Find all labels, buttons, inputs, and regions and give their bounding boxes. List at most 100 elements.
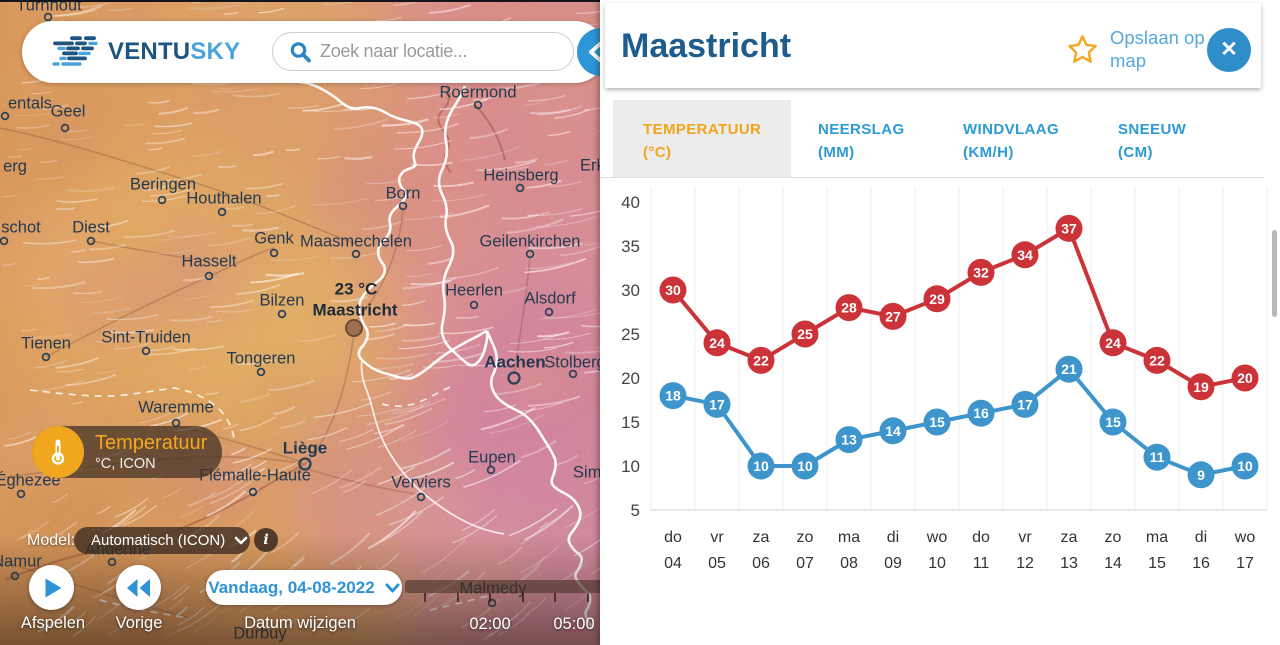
search-input[interactable] bbox=[320, 41, 550, 62]
chart-x-date-label: 10 bbox=[928, 555, 946, 572]
city-dot bbox=[60, 123, 70, 133]
wordmark-secondary: SKY bbox=[190, 38, 241, 65]
chart-point-value: 13 bbox=[841, 432, 857, 448]
chart-x-day-label: do bbox=[972, 529, 990, 546]
chart-x-day-label: zo bbox=[797, 529, 814, 546]
layer-units-model: °C, ICON bbox=[95, 456, 156, 472]
city-dot bbox=[0, 111, 10, 121]
chart-point-min-temperature bbox=[1231, 452, 1259, 480]
chart-x-day-label: di bbox=[887, 529, 899, 546]
chart-x-day-label: za bbox=[753, 529, 770, 546]
city-dot bbox=[248, 487, 258, 497]
chart-point-value: 15 bbox=[929, 414, 945, 430]
timeline-time-label: 05:00 bbox=[553, 615, 595, 633]
chart-point-max-temperature bbox=[659, 276, 687, 304]
tab-snow[interactable]: SNEEUW (CM) bbox=[1118, 121, 1187, 161]
chart-point-min-temperature bbox=[923, 408, 951, 436]
chart-x-date-label: 09 bbox=[884, 555, 902, 572]
chart-point-max-temperature bbox=[879, 302, 907, 330]
chart-y-tick-label: 35 bbox=[621, 237, 640, 256]
chart-y-tick-label: 5 bbox=[631, 501, 640, 520]
city-dot bbox=[256, 367, 266, 377]
chart-x-day-label: vr bbox=[1018, 529, 1032, 546]
weather-map[interactable]: Turnhout entals Geel erg Beringen Houthalen Ro… bbox=[0, 0, 600, 645]
city-dot bbox=[515, 183, 525, 193]
chart-x-date-label: 14 bbox=[1104, 555, 1122, 572]
city-dot bbox=[141, 346, 151, 356]
city-dot bbox=[43, 12, 53, 22]
forecast-tabs: TEMPERATUUR (°C) NEERSLAG (MM) WINDVLAAG… bbox=[600, 100, 1264, 178]
timeline-track[interactable] bbox=[405, 580, 600, 593]
chart-point-max-temperature bbox=[1143, 346, 1171, 374]
city-dot bbox=[469, 300, 479, 310]
city-label: Tienen bbox=[21, 334, 71, 352]
chart-point-value: 37 bbox=[1061, 220, 1077, 236]
chart-point-max-temperature bbox=[1187, 373, 1215, 401]
city-label: Born bbox=[386, 184, 421, 202]
city-label: Roermond bbox=[439, 83, 516, 101]
close-button[interactable]: ✕ bbox=[1207, 28, 1251, 72]
chart-x-date-label: 16 bbox=[1192, 555, 1210, 572]
chevron-left-icon bbox=[589, 42, 600, 62]
city-dot bbox=[217, 207, 227, 217]
menu-button[interactable] bbox=[577, 28, 600, 76]
city-label: Waremme bbox=[138, 398, 213, 416]
active-layer-pill[interactable]: Temperatuur °C, ICON bbox=[32, 426, 222, 478]
previous-button[interactable] bbox=[116, 565, 161, 610]
chart-x-date-label: 04 bbox=[664, 555, 682, 572]
city-label: Aachen bbox=[484, 352, 545, 371]
city-label: Eupen bbox=[468, 448, 516, 466]
model-label: Model: bbox=[27, 532, 76, 549]
timeline-tick bbox=[424, 593, 426, 602]
ventusky-wordmark[interactable]: VENTU SKY bbox=[108, 21, 240, 83]
previous-label: Vorige bbox=[115, 614, 163, 632]
date-picker-button[interactable]: Vandaag, 04-08-2022 bbox=[206, 570, 402, 605]
city-dot bbox=[298, 457, 312, 471]
location-search-box bbox=[272, 32, 574, 71]
panel-scrollbar[interactable] bbox=[1272, 230, 1277, 317]
timeline-tick bbox=[489, 593, 491, 602]
save-on-map-button[interactable]: Opslaan op map bbox=[1067, 21, 1237, 77]
chevron-down-icon bbox=[234, 536, 248, 545]
timeline-tick bbox=[521, 593, 524, 602]
chart-point-value: 14 bbox=[885, 423, 901, 439]
forecast-panel: Maastricht Opslaan op map ✕ TEMPERATUUR (… bbox=[600, 0, 1280, 645]
marker-name-label: Maastricht bbox=[312, 300, 397, 319]
chart-y-tick-label: 25 bbox=[621, 325, 640, 344]
top-search-bar: VENTU SKY bbox=[22, 21, 600, 83]
city-dot bbox=[486, 465, 496, 475]
model-info-button[interactable]: i bbox=[254, 528, 278, 552]
chart-point-min-temperature bbox=[967, 399, 995, 427]
chart-point-min-temperature bbox=[791, 452, 819, 480]
selected-location-marker[interactable] bbox=[345, 319, 363, 337]
chart-point-value: 18 bbox=[665, 388, 681, 404]
chart-x-date-label: 17 bbox=[1236, 555, 1254, 572]
play-icon bbox=[45, 578, 62, 598]
tab-temperature[interactable]: TEMPERATUUR (°C) bbox=[613, 100, 791, 177]
date-hint-label: Datum wijzigen bbox=[244, 614, 356, 632]
chart-point-min-temperature bbox=[1143, 443, 1171, 471]
chart-x-day-label: di bbox=[1195, 529, 1207, 546]
chart-x-day-label: wo bbox=[926, 529, 948, 546]
city-label: Simr bbox=[573, 463, 600, 481]
city-dot bbox=[525, 249, 535, 259]
city-dot bbox=[204, 271, 214, 281]
model-row: Model: Automatisch (ICON) i bbox=[0, 527, 600, 557]
tab-precipitation[interactable]: NEERSLAG (MM) bbox=[818, 121, 905, 161]
play-button[interactable] bbox=[29, 565, 74, 610]
city-label: Hasselt bbox=[181, 252, 236, 270]
chart-x-day-label: ma bbox=[838, 529, 860, 546]
thermometer-icon bbox=[51, 439, 65, 465]
chart-point-max-temperature bbox=[1099, 329, 1127, 357]
tab-wind-gust[interactable]: WINDVLAAG (KM/H) bbox=[963, 121, 1060, 161]
city-label: Diest bbox=[72, 218, 110, 236]
model-select[interactable]: Automatisch (ICON) bbox=[74, 527, 250, 554]
city-dot bbox=[0, 236, 9, 246]
search-icon bbox=[290, 41, 311, 62]
chart-point-value: 25 bbox=[797, 326, 813, 342]
chart-point-max-temperature bbox=[967, 258, 995, 286]
chart-x-date-label: 11 bbox=[973, 555, 990, 572]
chart-point-min-temperature bbox=[1099, 408, 1127, 436]
temperature-layer-icon-circle[interactable] bbox=[32, 426, 84, 478]
chart-point-min-temperature bbox=[659, 382, 687, 410]
